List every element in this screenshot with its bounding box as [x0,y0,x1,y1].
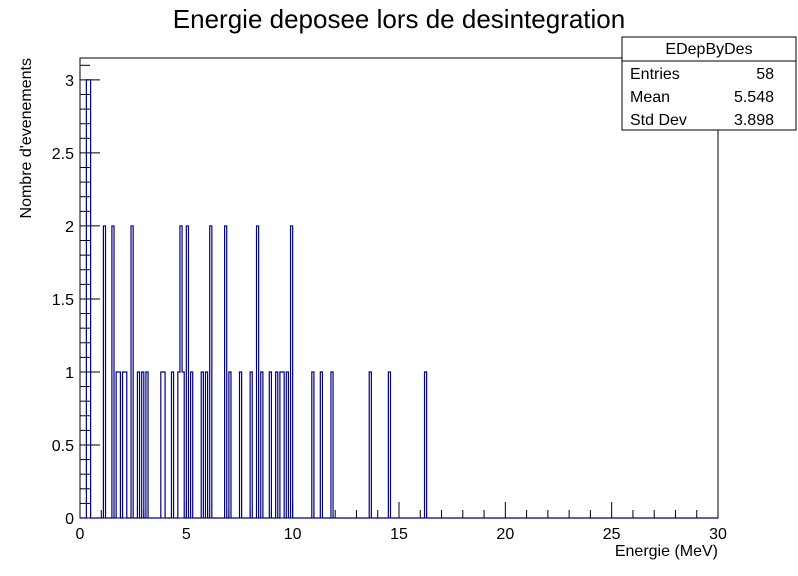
y-tick-label: 0.5 [52,438,74,455]
x-axis-tick-labels: 0 5 10 15 20 25 30 [76,526,727,543]
y-tick-label: 2.5 [52,146,74,163]
x-tick-label: 0 [76,526,85,543]
x-tick-label: 20 [496,526,514,543]
stats-stddev-value: 3.898 [734,112,774,129]
y-axis-tick-labels: 0 0.5 1 1.5 2 2.5 3 [52,73,74,528]
y-tick-label: 1.5 [52,292,74,309]
y-axis-title: Nombre d'evenements [18,58,35,218]
x-axis-title: Energie (MeV) [615,543,718,560]
stats-box-title: EDepByDes [665,41,752,58]
histogram-series-line [80,79,718,519]
y-tick-label: 1 [65,365,74,382]
x-tick-label: 10 [284,526,302,543]
x-tick-label: 25 [603,526,621,543]
stats-box: EDepByDes Entries 58 Mean 5.548 Std Dev … [621,36,797,131]
x-tick-label: 5 [182,526,191,543]
x-tick-label: 30 [709,526,727,543]
stats-mean-value: 5.548 [734,89,774,106]
y-axis-ticks [80,64,100,519]
stats-box-frame [621,36,797,131]
stats-entries-value: 58 [756,66,774,83]
y-tick-label: 0 [65,511,74,528]
y-tick-label: 2 [65,219,74,236]
chart-title: Energie deposee lors de desintegration [173,4,625,34]
stats-entries-label: Entries [630,66,680,83]
x-tick-label: 15 [390,526,408,543]
stats-stddev-label: Std Dev [630,112,687,129]
x-axis-ticks [79,502,719,518]
stats-mean-label: Mean [630,89,670,106]
y-tick-label: 3 [65,73,74,90]
